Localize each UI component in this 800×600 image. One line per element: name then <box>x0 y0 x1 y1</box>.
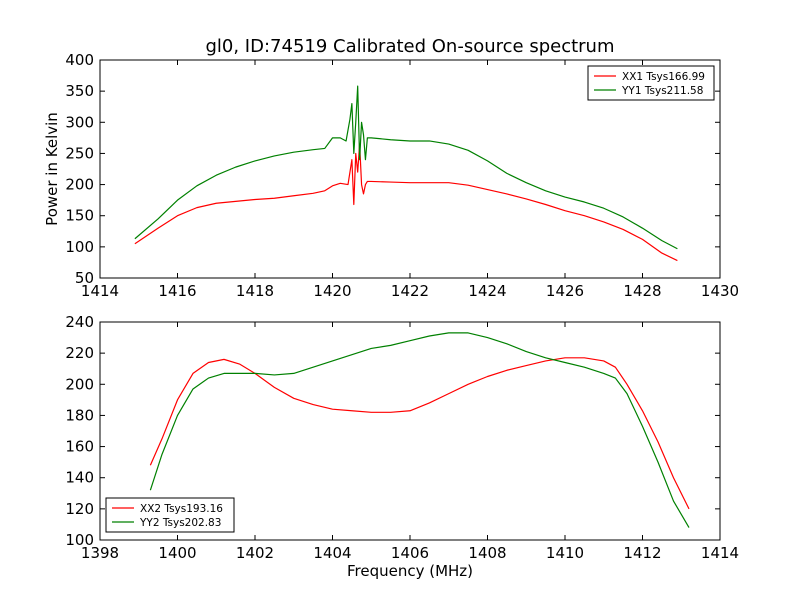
y-tick-label: 250 <box>65 144 94 162</box>
y-tick-label: 100 <box>65 531 94 549</box>
y-tick-label: 200 <box>65 176 94 194</box>
x-tick-label: 1418 <box>236 282 274 300</box>
subplot-1: 1414 1416 1418 1420 1422 1424 1426 1428 1430 50 10… <box>43 51 739 300</box>
y-tick-label: 180 <box>65 406 94 424</box>
x-tick-label: 1416 <box>158 282 196 300</box>
y-tick-label: 150 <box>65 207 94 225</box>
series-line-2-1 <box>149 357 690 510</box>
legend-1: XX1 Tsys166.99 YY1 Tsys211.58 <box>587 65 715 101</box>
x-tick-label: 1410 <box>546 544 584 562</box>
chart-title: gl0, ID:74519 Calibrated On-source spect… <box>205 36 614 57</box>
x-tick-label: 1430 <box>701 282 739 300</box>
x-tick-label: 1414 <box>81 282 119 300</box>
legend-entry: YY2 Tsys202.83 <box>139 517 221 529</box>
y-tick-label: 300 <box>65 113 94 131</box>
y-tick-label: 140 <box>65 469 94 487</box>
x-tick-label: 1412 <box>623 544 661 562</box>
legend-2: XX2 Tsys193.16 YY2 Tsys202.83 <box>105 497 235 533</box>
y-tick-label: 200 <box>65 375 94 393</box>
y-tick-label: 240 <box>65 313 94 331</box>
x-axis-label: Frequency (MHz) <box>347 562 473 580</box>
y-tick-label: 160 <box>65 438 94 456</box>
series-line-2-2 <box>149 332 690 528</box>
legend-entry: YY1 Tsys211.58 <box>621 85 703 97</box>
series-line-1-1 <box>134 143 678 262</box>
y-tick-label: 400 <box>65 51 94 69</box>
x-tick-label: 1406 <box>391 544 429 562</box>
x-tick-label: 1402 <box>236 544 274 562</box>
plot-layer: 1414 1416 1418 1420 1422 1424 1426 1428 1430 50 10… <box>43 51 739 580</box>
subplot-2: 1398 1400 1402 1404 1406 1408 1410 1412 1414 100 1… <box>65 313 739 580</box>
y-tick-label: 120 <box>65 500 94 518</box>
legend-box <box>105 497 235 533</box>
x-tick-label: 1428 <box>623 282 661 300</box>
y-axis-label: Power in Kelvin <box>43 112 61 226</box>
x-tick-label: 1426 <box>546 282 584 300</box>
x-tick-label: 1414 <box>701 544 739 562</box>
x-tick-label: 1422 <box>391 282 429 300</box>
series-line-1-2 <box>134 85 678 250</box>
legend-entry: XX1 Tsys166.99 <box>622 71 705 83</box>
x-tick-label: 1424 <box>468 282 506 300</box>
y-tick-label: 350 <box>65 82 94 100</box>
x-tick-label: 1404 <box>313 544 351 562</box>
y-tick-label: 50 <box>75 269 94 287</box>
x-tick-label: 1400 <box>158 544 196 562</box>
x-tick-label: 1408 <box>468 544 506 562</box>
x-tick-label: 1420 <box>313 282 351 300</box>
x-tick-label: 1398 <box>81 544 119 562</box>
legend-box <box>587 65 715 101</box>
y-tick-label: 100 <box>65 238 94 256</box>
legend-entry: XX2 Tsys193.16 <box>140 503 223 515</box>
y-tick-label: 220 <box>65 344 94 362</box>
